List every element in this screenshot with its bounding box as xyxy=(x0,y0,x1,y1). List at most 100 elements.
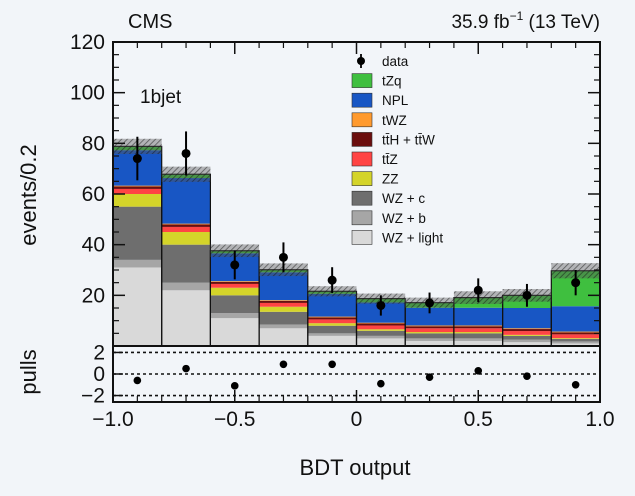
bar-5-bin-5 xyxy=(356,323,406,326)
y-axis-label: events/0.2 xyxy=(16,144,41,246)
y-tick-label-0: 20 xyxy=(82,284,105,307)
bar-4-bin-9 xyxy=(551,334,600,339)
pull-point-5 xyxy=(377,379,385,388)
bar-2-bin-7 xyxy=(453,333,503,339)
bar-5-bin-0 xyxy=(113,186,162,189)
bar-7-bin-8 xyxy=(502,308,552,329)
bar-5-bin-3 xyxy=(259,300,308,303)
pulls-tick-label-2: −2 xyxy=(81,385,105,408)
bar-5-bin-7 xyxy=(453,326,503,329)
x-tick-label-2: 0 xyxy=(351,408,363,431)
bar-2-bin-5 xyxy=(356,330,406,336)
bar-6-bin-9 xyxy=(551,331,600,333)
legend-swatch-1 xyxy=(351,73,373,88)
x-axis-label: BDT output xyxy=(300,455,411,480)
bar-5-bin-8 xyxy=(502,329,552,332)
legend-swatch-5 xyxy=(351,151,373,167)
bar-4-bin-4 xyxy=(307,319,357,324)
bar-1-bin-8 xyxy=(502,339,552,343)
bar-2-bin-2 xyxy=(210,295,260,314)
bar-2-bin-1 xyxy=(161,244,211,283)
bar-7-bin-3 xyxy=(259,272,308,301)
legend-swatch-3 xyxy=(351,112,373,128)
bar-4-bin-7 xyxy=(453,328,503,333)
pull-point-2 xyxy=(230,382,239,390)
bar-4-bin-2 xyxy=(210,283,260,288)
pull-point-1 xyxy=(182,364,190,373)
bar-1-bin-4 xyxy=(307,333,357,336)
bar-0-bin-9 xyxy=(551,343,600,346)
bar-0-bin-1 xyxy=(161,290,211,346)
bar-3-bin-7 xyxy=(453,332,503,334)
legend-entry-5: tt̄Z xyxy=(382,152,398,167)
bar-5-bin-9 xyxy=(551,332,600,335)
experiment-label: CMS xyxy=(128,11,172,33)
data-point-0 xyxy=(132,154,142,164)
bar-1-bin-6 xyxy=(405,338,454,341)
pull-point-0 xyxy=(133,376,142,385)
bar-2-bin-0 xyxy=(113,206,162,260)
bar-6-bin-1 xyxy=(161,223,211,225)
bar-1-bin-1 xyxy=(161,282,211,291)
legend-swatch-7 xyxy=(351,190,373,206)
legend-entry-4: tt̄H + tt̄W xyxy=(382,132,435,147)
data-point-3 xyxy=(278,252,288,262)
pull-point-6 xyxy=(425,373,434,382)
bar-6-bin-0 xyxy=(113,185,162,187)
bar-1-bin-5 xyxy=(356,335,406,339)
data-point-4 xyxy=(327,275,337,285)
bar-2-bin-6 xyxy=(405,333,454,339)
bar-5-bin-4 xyxy=(307,317,357,320)
stacked-bars xyxy=(112,145,601,347)
bar-1-bin-9 xyxy=(551,341,600,344)
y-tick-label-5: 120 xyxy=(70,31,105,54)
pull-point-9 xyxy=(571,380,580,389)
bar-1-bin-2 xyxy=(210,313,260,319)
bar-0-bin-3 xyxy=(259,328,308,346)
legend-swatch-6 xyxy=(351,171,373,186)
region-label: 1bjet xyxy=(140,87,182,108)
legend-swatch-2 xyxy=(351,92,373,108)
pulls-tick-label-1: 0 xyxy=(93,363,105,386)
bar-7-bin-9 xyxy=(551,306,600,332)
bar-4-bin-5 xyxy=(356,325,406,330)
legend-entry-2: NPL xyxy=(382,93,409,108)
bar-7-bin-1 xyxy=(161,178,211,224)
legend-swatch-4 xyxy=(351,132,373,147)
bar-6-bin-3 xyxy=(259,300,308,301)
legend-swatch-9 xyxy=(351,230,373,245)
data-point-2 xyxy=(230,260,240,270)
legend: data tZq NPL tWZ tt̄H + tt̄W tt̄Z ZZ WZ + c WZ +… xyxy=(351,54,443,245)
bar-0-bin-2 xyxy=(210,318,260,346)
bar-5-bin-6 xyxy=(405,326,454,329)
legend-entry-6: ZZ xyxy=(382,172,399,187)
pulls-axis-label: pulls xyxy=(16,349,41,394)
data-point-1 xyxy=(181,148,191,158)
bar-6-bin-8 xyxy=(502,328,552,330)
legend-entry-3: tWZ xyxy=(382,113,407,128)
bar-6-bin-4 xyxy=(307,316,357,318)
bar-1-bin-7 xyxy=(453,338,503,341)
pull-point-7 xyxy=(474,366,483,375)
bar-6-bin-2 xyxy=(210,281,260,282)
legend-entry-9: WZ + light xyxy=(382,230,443,245)
bar-4-bin-8 xyxy=(502,331,552,335)
x-tick-label-3: 0.5 xyxy=(464,408,493,431)
x-tick-label-0: −1.0 xyxy=(92,408,133,431)
pulls-tick-label-0: 2 xyxy=(93,341,105,364)
bar-0-bin-8 xyxy=(502,342,552,346)
bar-0-bin-7 xyxy=(453,340,503,346)
pull-point-3 xyxy=(279,360,288,369)
bar-4-bin-1 xyxy=(161,226,211,232)
bar-5-bin-1 xyxy=(161,224,211,227)
data-points xyxy=(132,131,581,316)
y-tick-label-3: 80 xyxy=(82,132,105,155)
bar-6-bin-7 xyxy=(453,325,503,327)
data-point-7 xyxy=(473,285,483,295)
data-point-6 xyxy=(425,298,435,308)
x-tick-label-1: −0.5 xyxy=(214,408,255,431)
bar-3-bin-0 xyxy=(113,194,162,207)
bar-3-bin-5 xyxy=(356,329,406,331)
bar-0-bin-4 xyxy=(307,335,357,346)
